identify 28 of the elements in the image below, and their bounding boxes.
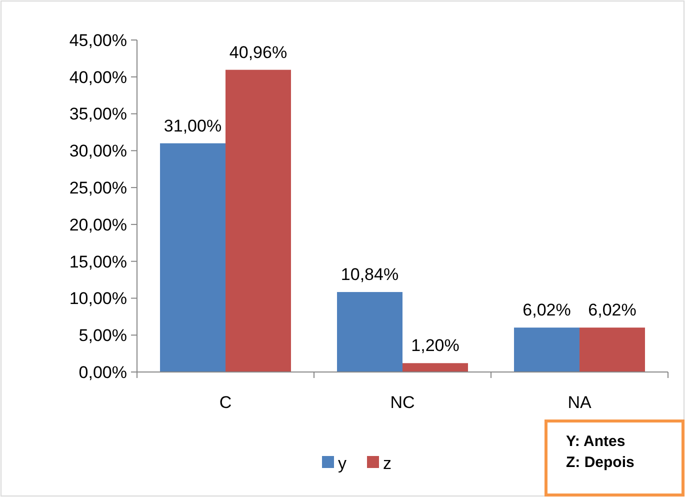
y-tick-label: 40,00% bbox=[69, 68, 127, 87]
data-label: 1,20% bbox=[411, 336, 460, 356]
data-label: 6,02% bbox=[522, 300, 571, 320]
x-tick-label: NA bbox=[568, 393, 592, 412]
y-tick-label: 5,00% bbox=[78, 326, 127, 346]
legend-label: y bbox=[338, 454, 347, 473]
y-tick-label: 15,00% bbox=[69, 252, 127, 272]
bar bbox=[337, 292, 402, 372]
text: Y: Antes Z: Depois bbox=[566, 433, 634, 471]
y-tick-label: 30,00% bbox=[69, 142, 127, 161]
y-tick-label: 20,00% bbox=[69, 215, 127, 234]
data-label: 6,02% bbox=[588, 300, 636, 320]
bar bbox=[226, 70, 291, 372]
y-tick-label: 45,00% bbox=[69, 30, 127, 50]
bar bbox=[160, 143, 226, 372]
x-tick-label: NC bbox=[390, 393, 415, 412]
y-tick-label: 0,00% bbox=[78, 362, 127, 382]
bar bbox=[402, 363, 468, 372]
bar bbox=[514, 328, 580, 372]
bar bbox=[580, 328, 645, 372]
y-tick-label: 35,00% bbox=[69, 104, 127, 124]
x-tick-label: C bbox=[219, 393, 232, 412]
data-label: 31,00% bbox=[164, 116, 222, 136]
y-tick-label: 25,00% bbox=[69, 178, 127, 198]
legend-label: z bbox=[383, 454, 392, 473]
y-tick-label: 10,00% bbox=[69, 289, 127, 308]
data-label: 40,96% bbox=[229, 42, 288, 62]
data-label: 10,84% bbox=[340, 265, 399, 284]
